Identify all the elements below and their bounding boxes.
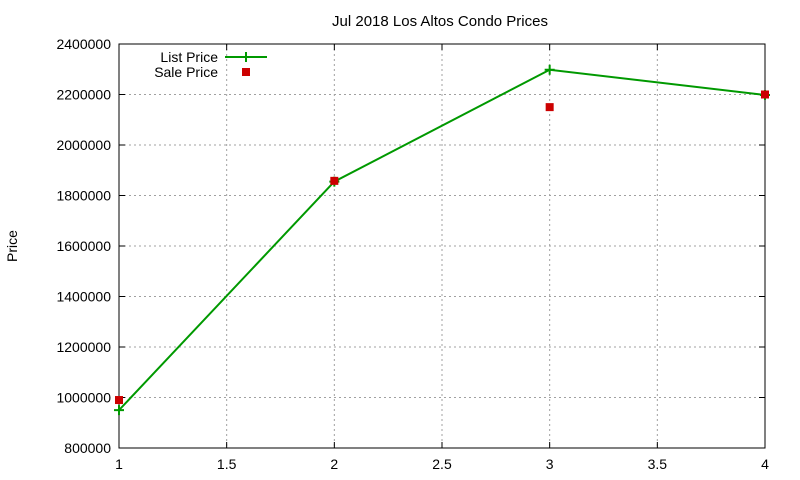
data-point-plus: [544, 64, 555, 75]
legend-marker-plus: [241, 52, 251, 62]
data-point-square: [330, 176, 339, 185]
x-tick-label: 2: [330, 456, 338, 472]
data-point-square: [545, 103, 554, 112]
y-tick-label: 2000000: [56, 137, 111, 153]
y-tick-label: 2400000: [56, 36, 111, 52]
axis-ticks: 1 1.5 2 2.5 3 3.5 4 800000 1000000 1200000 1400000…: [56, 36, 769, 472]
grid: [119, 44, 765, 448]
x-tick-label: 1: [115, 456, 123, 472]
legend-label: Sale Price: [154, 64, 218, 80]
y-tick-label: 2200000: [56, 87, 111, 103]
x-tick-label: 2.5: [432, 456, 452, 472]
legend-marker-square: [242, 68, 250, 76]
series-1: [115, 90, 769, 405]
data-point-square: [115, 396, 123, 405]
x-tick-label: 3: [546, 456, 554, 472]
x-tick-label: 3.5: [648, 456, 668, 472]
y-axis-label: Price: [4, 230, 20, 262]
chart-title: Jul 2018 Los Altos Condo Prices: [332, 13, 548, 30]
y-tick-label: 1000000: [56, 390, 111, 406]
y-tick-label: 1400000: [56, 289, 111, 305]
data-point-plus: [114, 405, 124, 416]
y-tick-label: 800000: [64, 440, 111, 456]
y-tick-label: 1800000: [56, 188, 111, 204]
y-tick-label: 1600000: [56, 238, 111, 254]
legend-label: List Price: [160, 49, 218, 65]
data-point-square: [761, 90, 769, 99]
series-group: [114, 64, 770, 416]
series-line: [118, 68, 766, 411]
x-tick-label: 4: [761, 456, 769, 472]
x-tick-label: 1.5: [217, 456, 237, 472]
y-tick-label: 1200000: [56, 339, 111, 355]
